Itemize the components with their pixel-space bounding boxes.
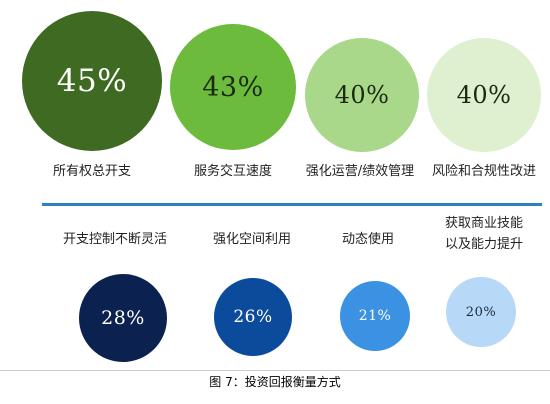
bubble-value: 21% [358, 308, 392, 324]
bubble-value: 43% [202, 71, 264, 103]
bubble-label: 服务交互速度 [193, 164, 272, 179]
figure-caption: 图 7：投资回报衡量方式 [209, 375, 341, 389]
bubble-label: 所有权总开支 [52, 164, 131, 179]
bubble-bottom-2: 26% [214, 278, 292, 356]
bubble-value: 26% [233, 306, 273, 327]
bubble-label: 强化运营/绩效管理 [305, 164, 415, 179]
bubble-value: 40% [456, 81, 512, 109]
bubble-value: 20% [465, 304, 497, 320]
bubble-label-line-2: 以及能力提升 [444, 237, 523, 252]
bubble-bottom-1: 28% [79, 274, 167, 362]
bubble-bottom-4: 20% [446, 277, 516, 347]
bubble-label: 强化空间利用 [212, 232, 291, 247]
bubble-bottom-3: 21% [340, 281, 410, 351]
bubble-label-line-1: 获取商业技能 [444, 216, 523, 231]
bubble-label: 开支控制不断灵活 [62, 232, 167, 247]
bubble-label: 风险和合规性改进 [431, 164, 536, 179]
bubble-top-3: 40% [305, 38, 419, 152]
bubble-value: 45% [56, 62, 128, 99]
bubble-value: 40% [334, 81, 390, 109]
bubble-value: 28% [101, 306, 145, 329]
bubble-top-1: 45% [22, 11, 162, 151]
bubble-top-4: 40% [427, 38, 541, 152]
bubble-label: 动态使用 [341, 232, 394, 247]
bubble-top-2: 43% [170, 24, 296, 150]
caption-separator [0, 370, 550, 371]
section-divider [42, 203, 542, 206]
